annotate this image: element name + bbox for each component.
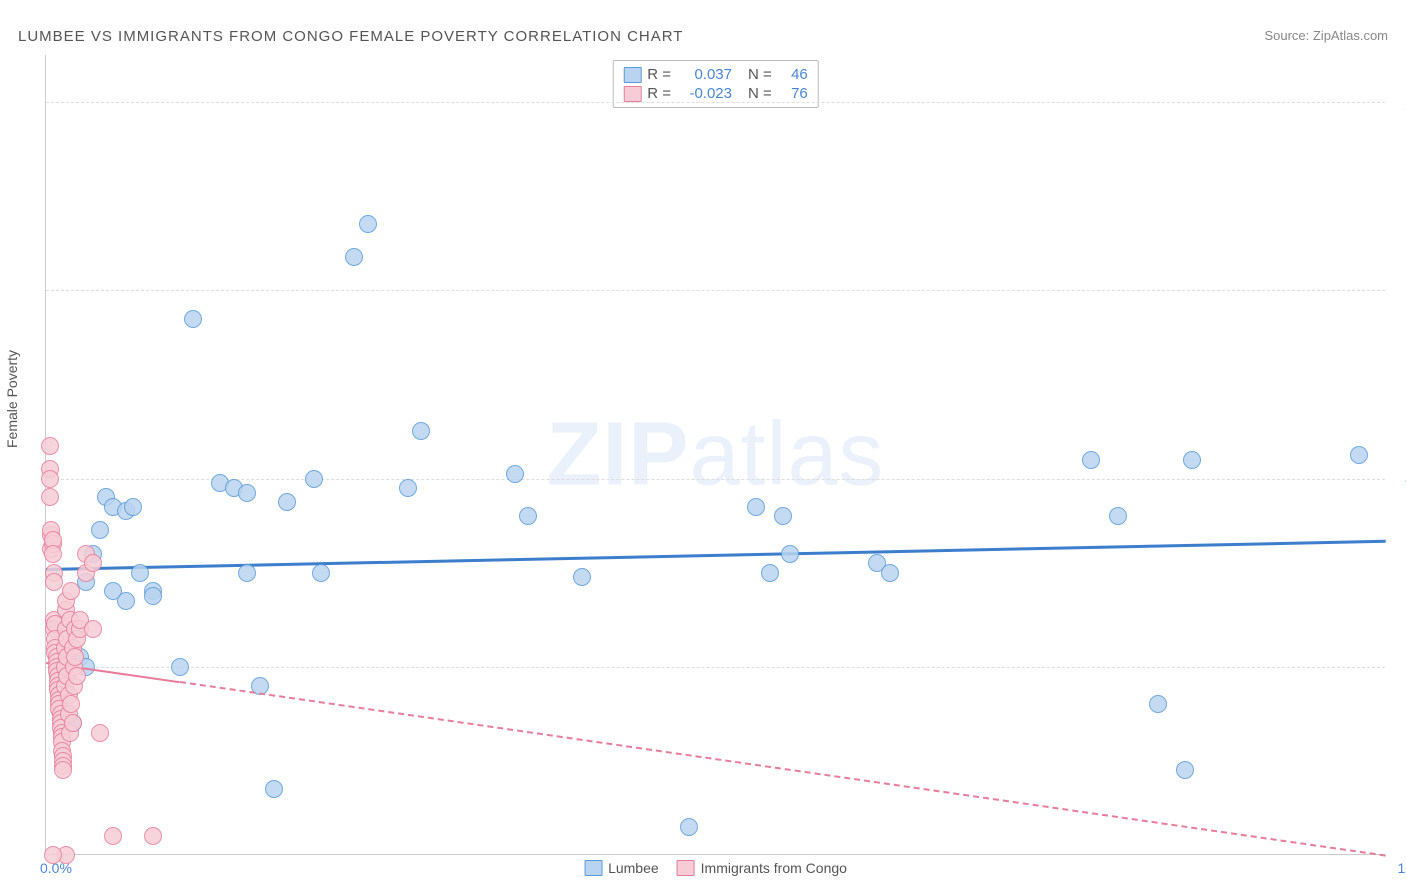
gridline (46, 290, 1385, 291)
legend-swatch (584, 860, 602, 876)
data-point (238, 484, 256, 502)
data-point (399, 479, 417, 497)
data-point (62, 695, 80, 713)
legend-r-value: 0.037 (677, 66, 732, 83)
data-point (881, 564, 899, 582)
data-point (680, 818, 698, 836)
legend-item-label: Lumbee (608, 860, 659, 876)
data-point (238, 564, 256, 582)
legend-series: Lumbee Immigrants from Congo (584, 860, 847, 876)
data-point (41, 470, 59, 488)
data-point (781, 545, 799, 563)
legend-r-label: R = (647, 85, 671, 102)
data-point (573, 568, 591, 586)
gridline (46, 667, 1385, 668)
data-point (1109, 507, 1127, 525)
data-point (66, 648, 84, 666)
legend-r-value: -0.023 (677, 85, 732, 102)
legend-n-label: N = (748, 66, 772, 83)
data-point (124, 498, 142, 516)
data-point (104, 827, 122, 845)
legend-item-label: Immigrants from Congo (701, 860, 847, 876)
plot-area: ZIPatlas R =0.037N =46R =-0.023N =76 Lum… (45, 55, 1385, 855)
data-point (131, 564, 149, 582)
data-point (84, 620, 102, 638)
legend-stats: R = 0.037 N = 46 R = -0.023 N = 76 (612, 60, 819, 108)
legend-item: Lumbee (584, 860, 659, 876)
data-point (345, 248, 363, 266)
chart-title: LUMBEE VS IMMIGRANTS FROM CONGO FEMALE P… (18, 28, 683, 45)
trend-line (180, 681, 1386, 857)
data-point (412, 422, 430, 440)
data-point (91, 521, 109, 539)
data-point (506, 465, 524, 483)
data-point (747, 498, 765, 516)
gridline (46, 102, 1385, 103)
gridline (46, 479, 1385, 480)
data-point (41, 437, 59, 455)
data-point (62, 582, 80, 600)
legend-swatch (623, 67, 641, 83)
data-point (278, 493, 296, 511)
data-point (519, 507, 537, 525)
data-point (144, 827, 162, 845)
legend-stat-row: R = -0.023 N = 76 (623, 84, 808, 103)
data-point (1149, 695, 1167, 713)
data-point (144, 587, 162, 605)
data-point (117, 592, 135, 610)
x-tick-max: 100.0% (1398, 860, 1406, 876)
data-point (41, 488, 59, 506)
data-point (64, 714, 82, 732)
data-point (184, 310, 202, 328)
data-point (774, 507, 792, 525)
data-point (1176, 761, 1194, 779)
data-point (265, 780, 283, 798)
data-point (68, 667, 86, 685)
legend-n-label: N = (748, 85, 772, 102)
data-point (171, 658, 189, 676)
data-point (1350, 446, 1368, 464)
data-point (45, 573, 63, 591)
data-point (761, 564, 779, 582)
data-point (359, 215, 377, 233)
y-axis-title: Female Poverty (4, 350, 20, 448)
legend-swatch (677, 860, 695, 876)
legend-r-label: R = (647, 66, 671, 83)
legend-n-value: 46 (778, 66, 808, 83)
data-point (312, 564, 330, 582)
data-point (54, 761, 72, 779)
watermark: ZIPatlas (546, 403, 884, 506)
legend-swatch (623, 86, 641, 102)
data-point (91, 724, 109, 742)
data-point (44, 545, 62, 563)
data-point (84, 554, 102, 572)
data-point (305, 470, 323, 488)
data-point (1082, 451, 1100, 469)
source-label: Source: ZipAtlas.com (1264, 28, 1388, 43)
data-point (44, 846, 62, 864)
legend-stat-row: R = 0.037 N = 46 (623, 65, 808, 84)
legend-item: Immigrants from Congo (677, 860, 847, 876)
data-point (1183, 451, 1201, 469)
legend-n-value: 76 (778, 85, 808, 102)
